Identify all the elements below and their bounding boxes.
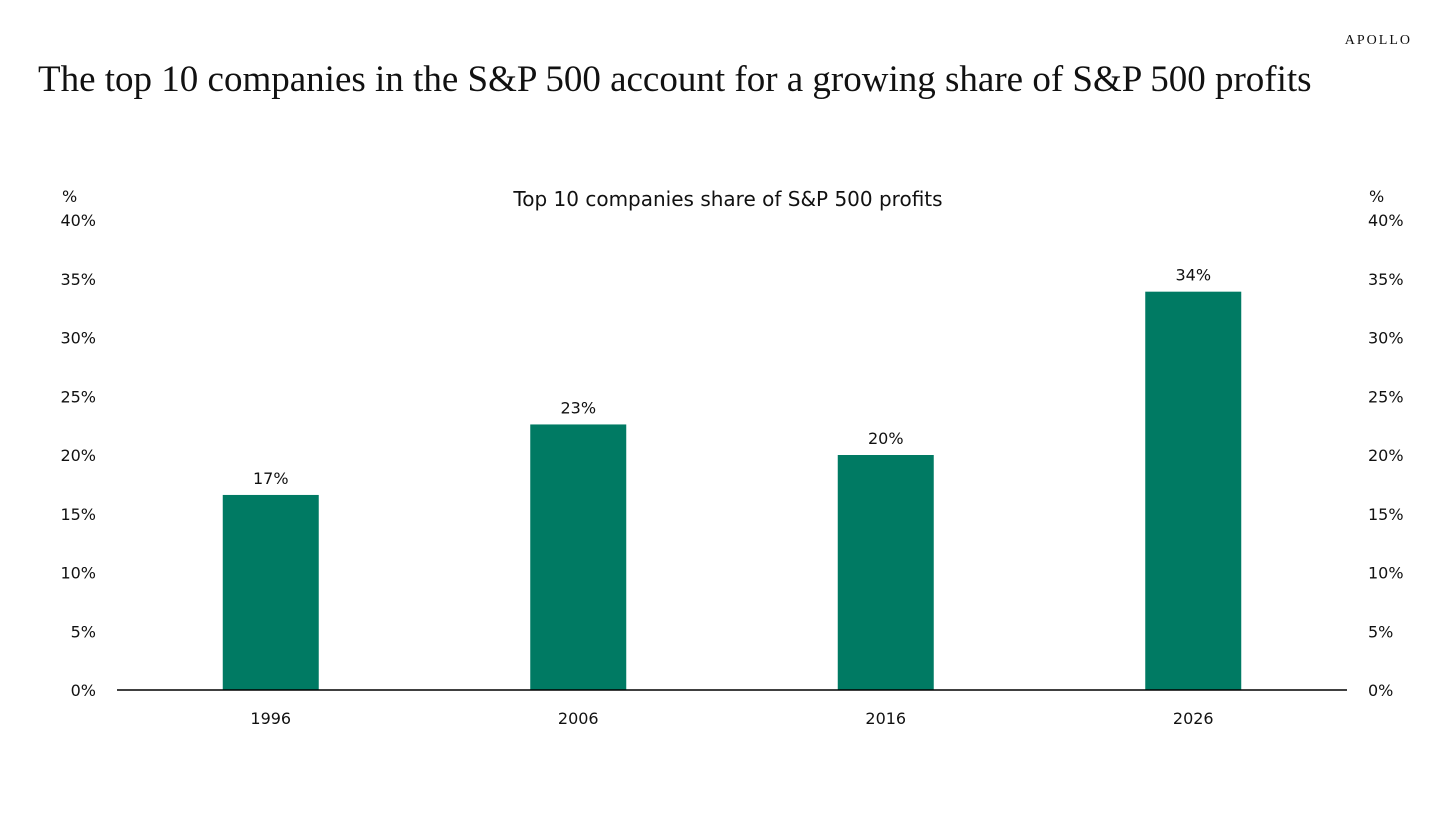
left-y-tick-label: 10% [60, 564, 96, 583]
left-y-tick-label: 0% [71, 681, 96, 700]
right-y-tick-label: 35% [1368, 270, 1404, 289]
data-label-2006: 23% [560, 398, 596, 417]
right-y-tick-label: 15% [1368, 505, 1404, 524]
x-tick-label-2016: 2016 [865, 709, 906, 728]
right-y-tick-label: 5% [1368, 622, 1393, 641]
x-axis: 1996 2006 2016 2026 [250, 709, 1213, 728]
left-y-axis: 0% 5% 10% 15% 20% 25% 30% 35% 40% [60, 211, 96, 700]
x-tick-label-2026: 2026 [1173, 709, 1214, 728]
right-y-tick-label: 20% [1368, 446, 1404, 465]
chart-title: Top 10 companies share of S&P 500 profit… [512, 187, 942, 211]
bar-2026 [1145, 291, 1242, 690]
page-title: The top 10 companies in the S&P 500 acco… [38, 59, 1312, 100]
left-y-tick-label: 30% [60, 329, 96, 348]
bar-1996 [222, 494, 319, 690]
right-y-tick-label: 25% [1368, 387, 1404, 406]
left-y-tick-label: 25% [60, 387, 96, 406]
left-y-tick-label: 35% [60, 270, 96, 289]
data-label-1996: 17% [253, 469, 289, 488]
right-y-tick-label: 10% [1368, 564, 1404, 583]
bar-2006 [530, 424, 627, 690]
bar-series [222, 291, 1242, 690]
right-y-tick-label: 30% [1368, 329, 1404, 348]
right-y-tick-label: 0% [1368, 681, 1393, 700]
right-y-tick-label: 40% [1368, 211, 1404, 230]
bar-2016 [837, 455, 934, 690]
left-axis-unit-label: % [62, 187, 77, 206]
data-labels: 17% 23% 20% 34% [253, 266, 1211, 488]
left-y-tick-label: 5% [71, 622, 96, 641]
x-tick-label-2006: 2006 [558, 709, 599, 728]
left-y-tick-label: 15% [60, 505, 96, 524]
right-y-axis: 0% 5% 10% 15% 20% 25% 30% 35% 40% [1368, 211, 1404, 700]
left-y-tick-label: 20% [60, 446, 96, 465]
data-label-2026: 34% [1175, 266, 1211, 285]
left-y-tick-label: 40% [60, 211, 96, 230]
x-tick-label-1996: 1996 [250, 709, 291, 728]
data-label-2016: 20% [868, 429, 904, 448]
brand-logo: APOLLO [1344, 33, 1412, 48]
right-axis-unit-label: % [1369, 187, 1384, 206]
